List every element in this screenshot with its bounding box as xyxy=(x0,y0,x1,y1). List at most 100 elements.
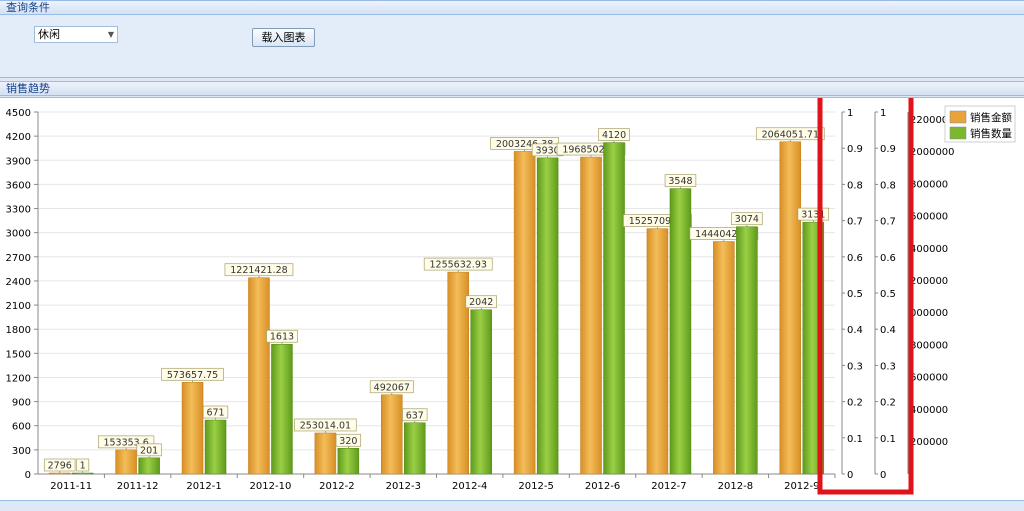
right-axis-3-tick-label: 200000 xyxy=(910,276,948,287)
legend-swatch xyxy=(949,110,967,124)
chevron-down-icon[interactable]: ▼ xyxy=(107,30,114,39)
data-label-box xyxy=(369,380,414,394)
right-axis-2-tick-label: 0.8 xyxy=(880,180,896,191)
data-label: 320 xyxy=(339,436,357,447)
data-label: 1444042.01 xyxy=(695,229,752,240)
load-chart-button[interactable]: 载入图表 xyxy=(252,28,315,47)
data-label: 253014.01 xyxy=(300,420,351,431)
legend-swatch xyxy=(949,126,967,140)
amount-bar xyxy=(779,141,802,475)
right-axis-1-tick-label: 0.2 xyxy=(847,398,863,409)
data-label: 1255632.93 xyxy=(429,260,486,271)
quantity-bar xyxy=(138,457,160,475)
right-axis-2-tick-label: 0.9 xyxy=(880,144,896,155)
right-axis-1-tick-label: 0 xyxy=(847,470,853,481)
data-label: 2796 xyxy=(48,461,72,472)
data-label-box xyxy=(266,329,298,343)
left-axis-tick-label: 300 xyxy=(12,446,31,457)
right-axis-1-tick-label: 0.4 xyxy=(847,325,863,336)
amount-bar xyxy=(248,277,270,475)
data-label: 1613 xyxy=(270,332,294,343)
right-axis-2-tick-label: 1 xyxy=(880,108,886,119)
right-axis-2-tick-label: 0.7 xyxy=(880,217,896,228)
left-axis-tick-label: 2100 xyxy=(6,301,31,312)
left-axis-tick-label: 2700 xyxy=(6,253,31,264)
x-axis-tick-label: 2012-4 xyxy=(452,481,487,492)
data-label-box xyxy=(423,257,493,271)
right-axis-3-tick-label: 800000 xyxy=(910,179,948,190)
amount-bar xyxy=(580,156,602,475)
x-axis-tick-label: 2012-9 xyxy=(784,481,819,492)
quantity-bar xyxy=(536,157,559,475)
data-label: 153353.6 xyxy=(103,437,148,448)
right-axis-2-tick-label: 0.6 xyxy=(880,253,896,264)
right-axis-1-tick-label: 0.6 xyxy=(847,253,863,264)
data-label: 3131 xyxy=(801,210,825,221)
right-axis-1-tick-label: 0.8 xyxy=(847,180,863,191)
data-label: 3074 xyxy=(735,214,759,225)
right-axis-1-tick-label: 0.5 xyxy=(847,289,863,300)
data-label: 2003246.38 xyxy=(496,139,553,150)
x-axis-tick-label: 2012-7 xyxy=(651,481,686,492)
left-axis-tick-label: 1200 xyxy=(6,373,31,384)
data-label-box xyxy=(43,458,76,472)
left-axis-tick-label: 4500 xyxy=(6,108,31,119)
data-label-box xyxy=(755,127,825,141)
quantity-bar xyxy=(736,226,758,475)
right-axis-3-tick-label: 000000 xyxy=(910,308,948,319)
data-label-box xyxy=(294,418,357,432)
data-label-box xyxy=(224,263,294,277)
quantity-bar xyxy=(404,422,426,475)
category-select-value: 休闲 xyxy=(38,28,60,41)
data-label-box xyxy=(136,443,162,457)
data-label: 201 xyxy=(140,445,158,456)
data-label: 3930 xyxy=(536,145,560,156)
quantity-bar xyxy=(337,448,360,475)
right-axis-2-tick-label: 0.4 xyxy=(880,325,896,336)
trend-panel-header: 销售趋势 xyxy=(0,81,1024,96)
amount-bar xyxy=(646,228,669,475)
data-label-box xyxy=(202,405,229,419)
left-axis-tick-label: 3600 xyxy=(6,180,31,191)
data-label: 492067 xyxy=(374,382,410,393)
right-axis-3-tick-label: 2000000 xyxy=(910,147,955,158)
x-axis-tick-label: 2012-6 xyxy=(585,481,620,492)
left-axis-tick-label: 3900 xyxy=(6,156,31,167)
left-axis-tick-label: 3000 xyxy=(6,229,31,240)
right-axis-1-tick-label: 0.9 xyxy=(847,144,863,155)
category-select[interactable]: 休闲 ▼ xyxy=(34,26,118,43)
data-label: 1221421.28 xyxy=(230,265,287,276)
quantity-bar xyxy=(271,343,293,475)
right-axis-3-tick-label: 800000 xyxy=(910,340,948,351)
right-axis-2-tick-label: 0.2 xyxy=(880,398,896,409)
amount-bar xyxy=(115,449,137,475)
left-axis-tick-label: 1800 xyxy=(6,325,31,336)
legend-label: 销售数量 xyxy=(970,127,1012,140)
query-panel-header: 查询条件 xyxy=(0,0,1024,15)
data-label-box xyxy=(664,174,697,187)
x-axis-tick-label: 2011-11 xyxy=(50,481,92,492)
right-axis-3-tick-label: 400000 xyxy=(910,405,948,416)
data-label: 1525709.26 xyxy=(629,216,686,227)
x-axis-tick-label: 2012-1 xyxy=(186,481,221,492)
amount-bar xyxy=(381,394,403,475)
data-label: 1968502.35 xyxy=(562,145,619,156)
quantity-bar xyxy=(669,188,692,475)
data-label-box xyxy=(402,408,428,422)
quantity-bar xyxy=(470,309,492,475)
query-panel-title: 查询条件 xyxy=(6,1,50,14)
right-axis-3-tick-label: 2200000 xyxy=(910,115,955,126)
left-axis-tick-label: 4200 xyxy=(6,132,31,143)
data-label: 671 xyxy=(206,408,224,419)
data-label-box xyxy=(76,458,90,472)
right-axis-2-tick-label: 0.3 xyxy=(880,361,896,372)
data-label-box xyxy=(335,433,362,447)
right-axis-1-tick-label: 0.1 xyxy=(847,434,863,445)
data-label: 637 xyxy=(406,410,424,421)
right-axis-2-tick-label: 0 xyxy=(880,470,886,481)
right-axis-3-tick-label: 600000 xyxy=(910,373,948,384)
x-axis-tick-label: 2012-2 xyxy=(319,481,354,492)
x-axis-tick-label: 2011-12 xyxy=(117,481,159,492)
x-axis-tick-label: 2012-8 xyxy=(718,481,753,492)
data-label: 3548 xyxy=(668,176,692,187)
